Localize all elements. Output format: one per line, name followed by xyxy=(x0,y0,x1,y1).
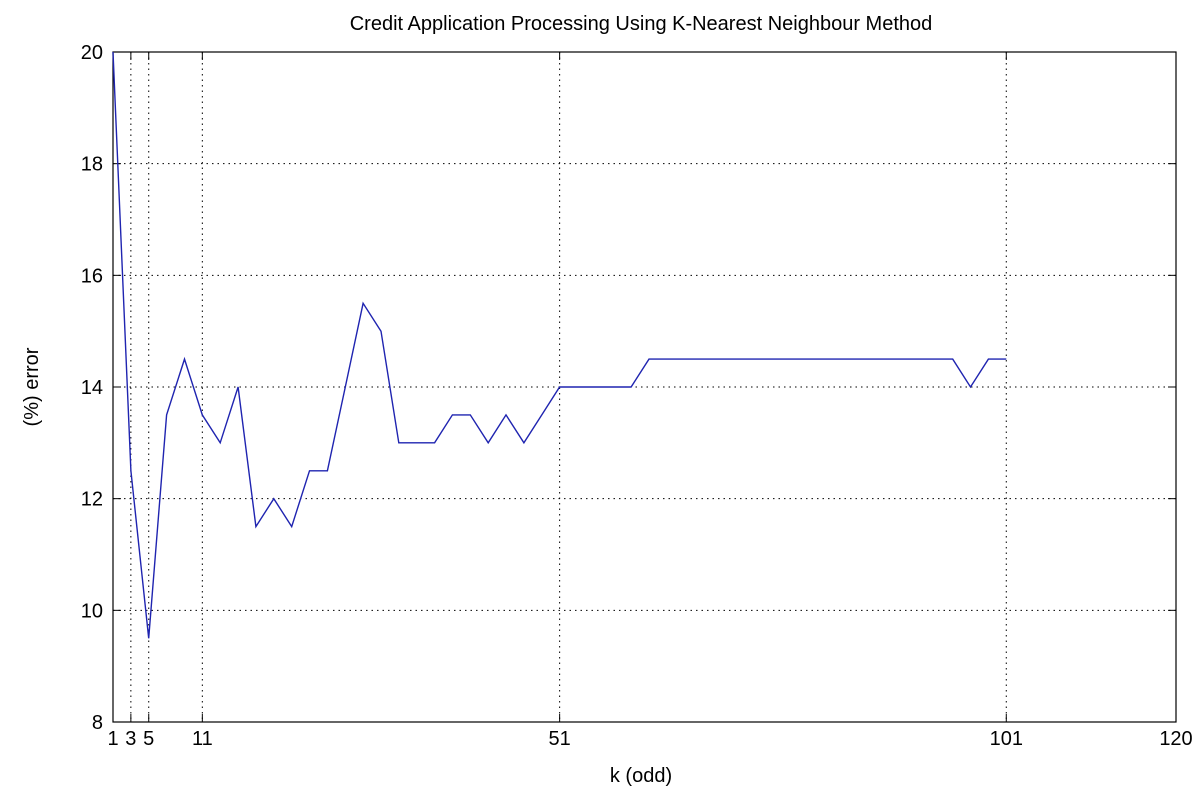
tick-labels: 1 3 5 11 51 101 120 8 10 12 14 16 18 20 xyxy=(81,42,1193,750)
plot-area-frame xyxy=(112,51,1177,723)
error-rate-line xyxy=(112,51,1007,639)
y-tick-label: 8 xyxy=(92,712,103,734)
y-tick-label: 14 xyxy=(81,377,103,399)
y-tick-label: 12 xyxy=(81,489,103,511)
y-tick-label: 20 xyxy=(81,42,103,64)
x-axis-label: k (odd) xyxy=(610,765,672,787)
x-tick-label: 3 xyxy=(125,728,136,750)
chart-title: Credit Application Processing Using K-Ne… xyxy=(350,13,933,35)
axis-ticks xyxy=(112,51,1177,723)
x-tick-label: 5 xyxy=(143,728,154,750)
y-tick-label: 16 xyxy=(81,265,103,287)
x-tick-label: 120 xyxy=(1159,728,1192,750)
y-axis-label: (%) error xyxy=(21,347,43,426)
x-tick-label: 1 xyxy=(107,728,118,750)
x-tick-label: 11 xyxy=(192,728,213,750)
y-tick-label: 10 xyxy=(81,600,103,622)
x-tick-label: 101 xyxy=(990,728,1023,750)
grid xyxy=(113,52,1176,722)
x-tick-label: 51 xyxy=(549,728,571,750)
y-tick-label: 18 xyxy=(81,154,103,176)
